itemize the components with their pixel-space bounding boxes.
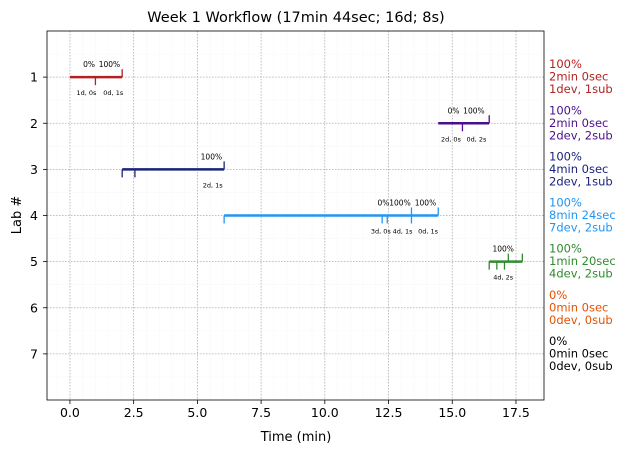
lab-4-progress-label: 0% — [377, 199, 389, 208]
lab-6-summary-line: 0% — [549, 288, 567, 302]
y-tick-label: 1 — [30, 70, 38, 85]
lab-3-summary-line: 2dev, 1sub — [549, 174, 613, 188]
y-tick-label: 5 — [30, 254, 38, 269]
lab-4-progress-label: 100% — [389, 199, 410, 208]
x-tick-label: 12.5 — [375, 405, 403, 420]
x-tick-label: 10.0 — [311, 405, 339, 420]
lab-4-dev-sub-label: 3d, 0s — [371, 228, 392, 236]
lab-3-summary-line: 100% — [549, 149, 582, 163]
x-tick-label: 5.0 — [187, 405, 207, 420]
y-tick-label: 7 — [30, 346, 38, 361]
lab-4-dev-sub-label: 0d, 1s — [418, 228, 439, 236]
lab-1-dev-sub-label: 0d, 1s — [103, 89, 124, 97]
lab-6-summary-line: 0min 0sec — [549, 300, 608, 314]
x-axis-label: Time (min) — [260, 430, 332, 445]
lab-4-summary-line: 8min 24sec — [549, 208, 616, 222]
y-tick-label: 4 — [30, 208, 38, 223]
lab-3-dev-sub-label: 2d, 1s — [203, 181, 224, 189]
lab-1-progress-label: 0% — [83, 60, 95, 69]
y-tick-label: 6 — [30, 300, 38, 315]
lab-2-dev-sub-label: 2d, 0s — [441, 135, 462, 143]
lab-7-summary-line: 0min 0sec — [549, 346, 608, 360]
lab-2-summary-line: 100% — [549, 103, 582, 117]
lab-2-summary-line: 2min 0sec — [549, 116, 608, 130]
lab-5-dev-sub-label: 4d, 2s — [493, 274, 514, 282]
lab-1-summary-line: 100% — [549, 57, 582, 71]
x-tick-label: 7.5 — [251, 405, 271, 420]
lab-1-progress-label: 100% — [99, 60, 120, 69]
x-tick-label: 15.0 — [438, 405, 466, 420]
lab-3-summary-line: 4min 0sec — [549, 162, 608, 176]
lab-1-summary-line: 2min 0sec — [549, 70, 608, 84]
y-tick-label: 3 — [30, 162, 38, 177]
chart-title: Week 1 Workflow (17min 44sec; 16d; 8s) — [147, 10, 444, 26]
lab-2-summary-line: 2dev, 2sub — [549, 128, 613, 142]
lab-1-dev-sub-label: 1d, 0s — [77, 89, 98, 97]
lab-5-progress-label: 100% — [492, 245, 513, 254]
lab-2-dev-sub-label: 0d, 2s — [466, 135, 487, 143]
y-tick-label: 2 — [30, 116, 38, 131]
lab-2-progress-label: 100% — [463, 106, 484, 115]
lab-2-progress-label: 0% — [448, 106, 460, 115]
lab-4-summary-line: 100% — [549, 196, 582, 210]
data-layer: 0% 100%1d, 0s 0d, 1s0% 100%2d, 0s 0d, 2s100%… — [69, 60, 523, 282]
lab-4-dev-sub-label: 4d, 1s — [393, 228, 414, 236]
lab-3-progress-label: 100% — [201, 152, 222, 161]
lab-4-summary-line: 7dev, 2sub — [549, 221, 613, 235]
lab-7-summary-line: 0dev, 0sub — [549, 359, 613, 373]
lab-7-summary-line: 0% — [549, 334, 567, 348]
x-tick-label: 2.5 — [124, 405, 144, 420]
lab-5-summary-line: 1min 20sec — [549, 254, 616, 268]
y-axis-label: Lab # — [10, 196, 25, 235]
lab-1-summary-line: 1dev, 1sub — [549, 82, 613, 96]
lab-6-summary-line: 0dev, 0sub — [549, 313, 613, 327]
x-tick-label: 17.5 — [502, 405, 530, 420]
ticks-layer: 0.0 2.5 5.0 7.5 10.0 12.5 15.0 17.5 1 2 3 4 5 6 7 — [30, 70, 530, 420]
lab-5-summary-line: 4dev, 2sub — [549, 267, 613, 281]
x-tick-label: 0.0 — [60, 405, 80, 420]
lab-4-progress-label: 100% — [415, 199, 436, 208]
lab-5-summary-line: 100% — [549, 242, 582, 256]
